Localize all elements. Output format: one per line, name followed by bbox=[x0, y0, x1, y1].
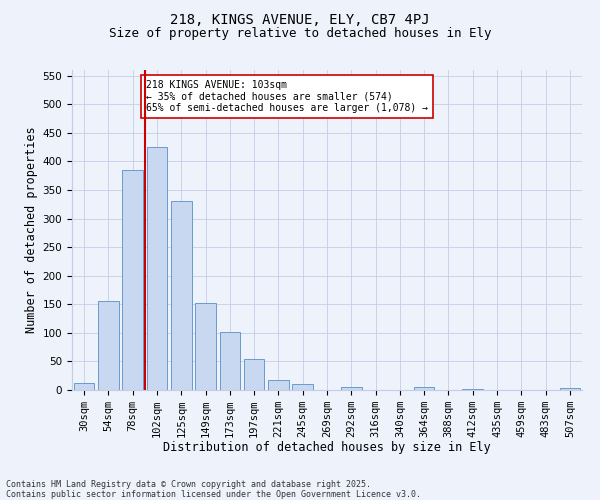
Bar bbox=[146, 147, 167, 390]
Bar bbox=[560, 388, 580, 390]
Bar bbox=[74, 383, 94, 390]
Bar bbox=[122, 170, 143, 390]
X-axis label: Distribution of detached houses by size in Ely: Distribution of detached houses by size … bbox=[163, 442, 491, 454]
Bar bbox=[341, 387, 362, 390]
Bar bbox=[292, 384, 313, 390]
Text: Size of property relative to detached houses in Ely: Size of property relative to detached ho… bbox=[109, 28, 491, 40]
Bar bbox=[268, 380, 289, 390]
Bar bbox=[220, 332, 240, 390]
Bar bbox=[414, 387, 434, 390]
Bar bbox=[171, 202, 191, 390]
Bar bbox=[463, 389, 483, 390]
Bar bbox=[98, 302, 119, 390]
Text: 218, KINGS AVENUE, ELY, CB7 4PJ: 218, KINGS AVENUE, ELY, CB7 4PJ bbox=[170, 12, 430, 26]
Bar bbox=[244, 358, 265, 390]
Bar bbox=[195, 303, 216, 390]
Y-axis label: Number of detached properties: Number of detached properties bbox=[25, 126, 38, 334]
Text: 218 KINGS AVENUE: 103sqm
← 35% of detached houses are smaller (574)
65% of semi-: 218 KINGS AVENUE: 103sqm ← 35% of detach… bbox=[146, 80, 428, 113]
Text: Contains HM Land Registry data © Crown copyright and database right 2025.
Contai: Contains HM Land Registry data © Crown c… bbox=[6, 480, 421, 499]
